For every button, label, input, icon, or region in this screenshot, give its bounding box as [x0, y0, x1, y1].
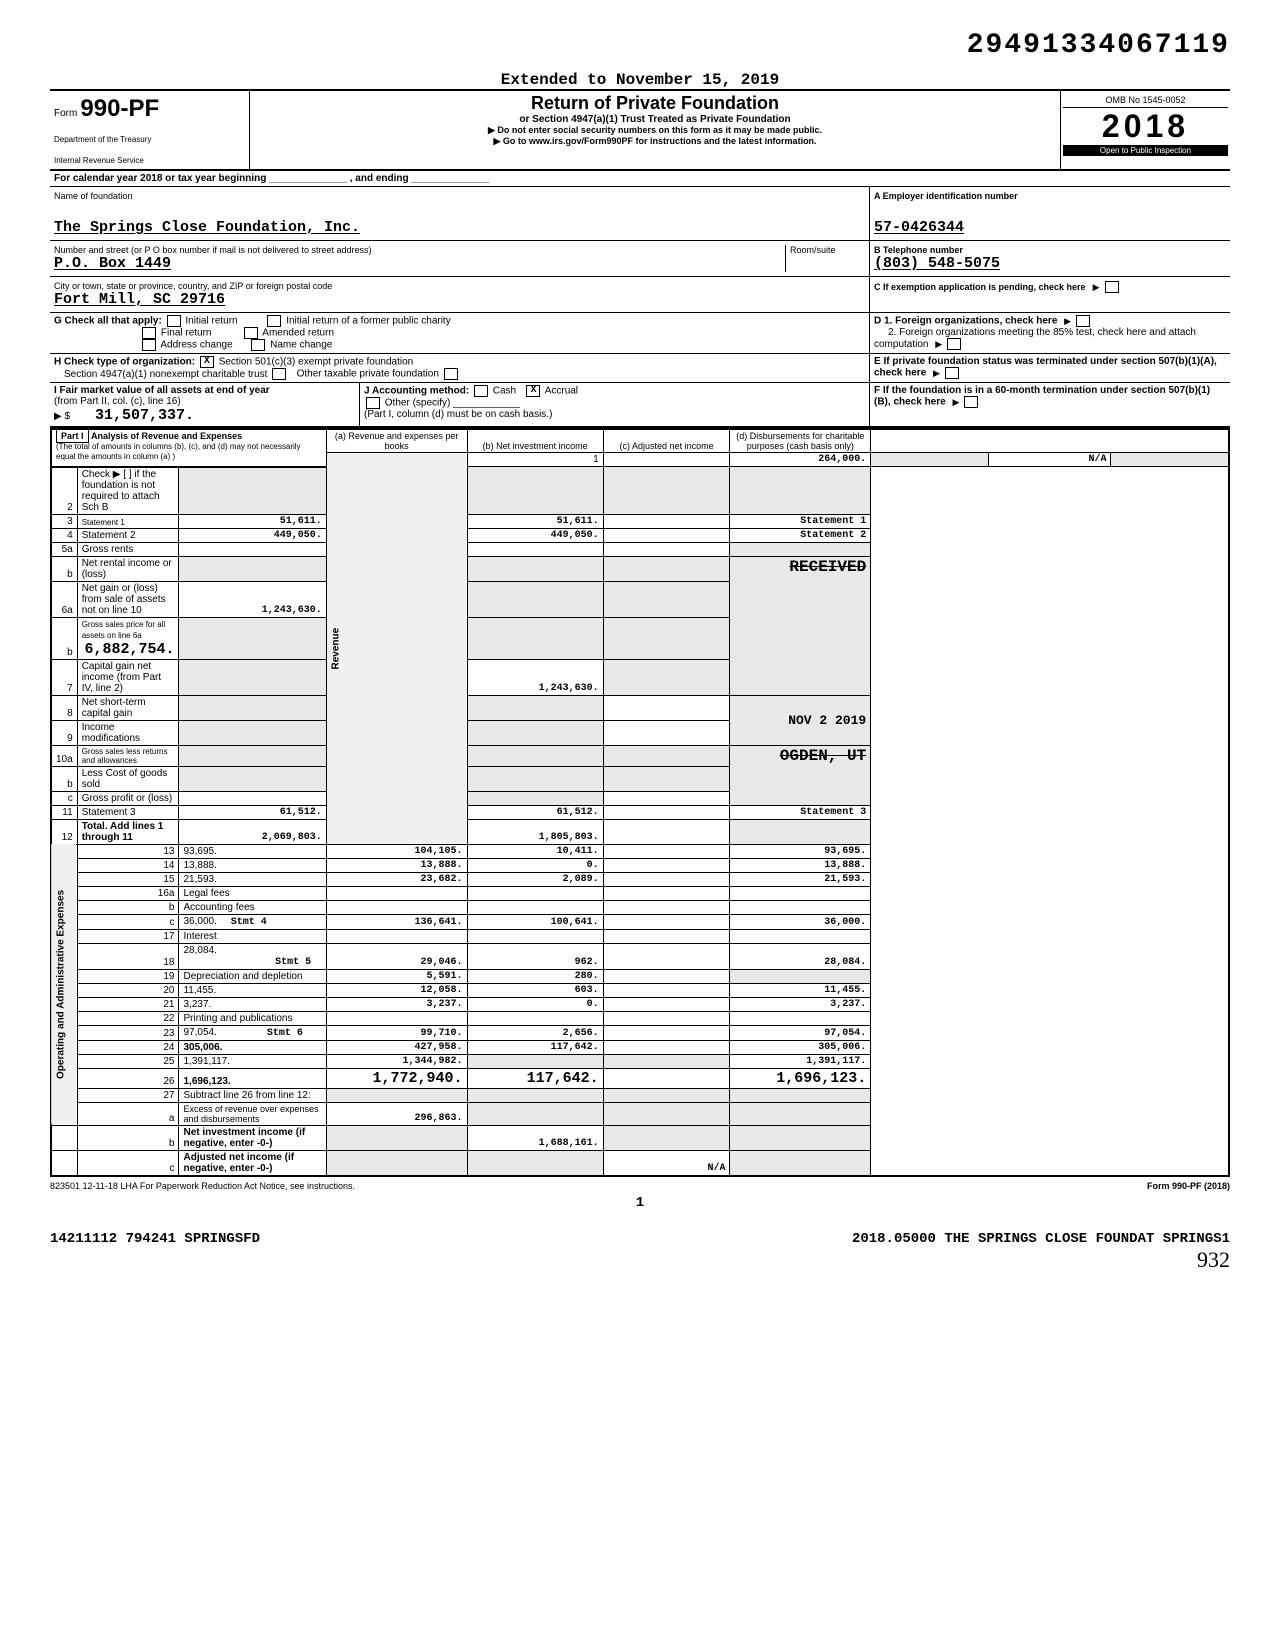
- c-check-block: C If exemption application is pending, c…: [870, 277, 1230, 312]
- form-id-block: Form 990-PF Department of the Treasury I…: [50, 91, 250, 169]
- ogden-stamp: OGDEN, UT: [780, 747, 866, 765]
- calendar-year-row: For calendar year 2018 or tax year begin…: [50, 171, 1230, 187]
- revenue-side-label: Revenue: [326, 453, 467, 845]
- part1-table: Part I Analysis of Revenue and Expenses …: [50, 428, 1230, 1177]
- ein-block: A Employer identification number 57-0426…: [870, 187, 1230, 240]
- h-check-block: H Check type of organization: X Section …: [50, 354, 870, 382]
- page-number: 1: [50, 1195, 1230, 1211]
- footer-row: 823501 12-11-18 LHA For Paperwork Reduct…: [50, 1177, 1230, 1195]
- j-method-block: J Accounting method: Cash X Accrual Othe…: [360, 383, 870, 426]
- extended-date: Extended to November 15, 2019: [50, 71, 1230, 89]
- form-year-block: OMB No 1545-0052 2018 Open to Public Ins…: [1060, 91, 1230, 169]
- e-check-block: E If private foundation status was termi…: [870, 354, 1230, 382]
- received-stamp: RECEIVED: [789, 558, 866, 576]
- d-check-block: D 1. Foreign organizations, check here 2…: [870, 313, 1230, 353]
- fmv-block: I Fair market value of all assets at end…: [50, 383, 360, 426]
- bottom-identifier: 14211112 794241 SPRINGSFD 2018.05000 THE…: [50, 1211, 1230, 1247]
- foundation-name-block: Name of foundation The Springs Close Fou…: [50, 187, 870, 240]
- f-check-block: F If the foundation is in a 60-month ter…: [870, 383, 1230, 426]
- g-check-block: G Check all that apply: Initial return I…: [50, 313, 870, 353]
- document-number: 29491334067119: [50, 30, 1230, 61]
- handwritten-number: 932: [50, 1247, 1230, 1273]
- expenses-side-label: Operating and Administrative Expenses: [51, 844, 77, 1125]
- city-block: City or town, state or province, country…: [50, 277, 870, 312]
- phone-block: B Telephone number (803) 548-5075: [870, 241, 1230, 276]
- form-title-block: Return of Private Foundation or Section …: [250, 91, 1060, 169]
- street-address-block: Number and street (or P O box number if …: [50, 241, 870, 276]
